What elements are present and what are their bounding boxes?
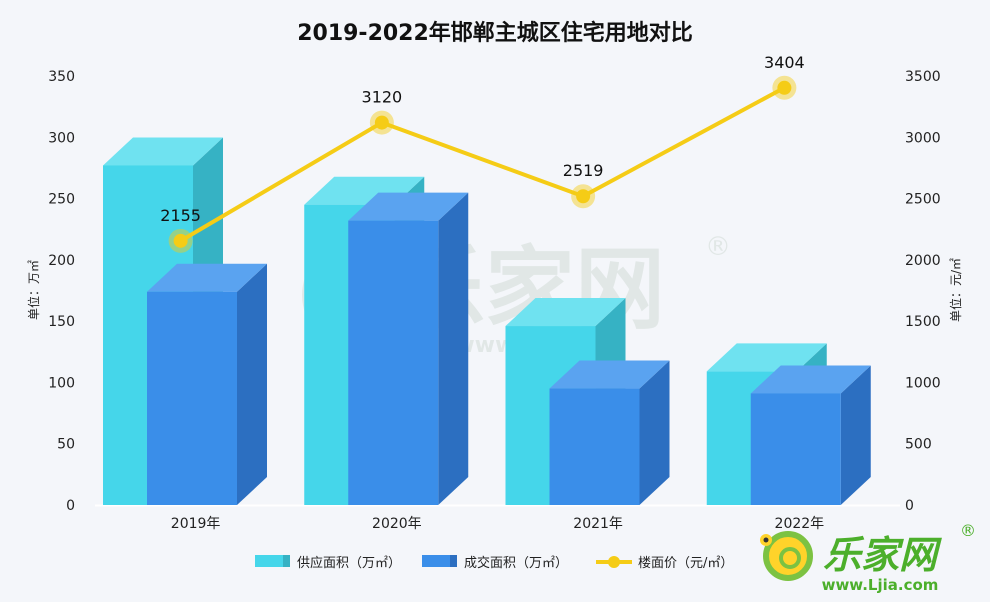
bar-deal — [750, 365, 871, 505]
y2-tick-label: 1000 — [905, 375, 941, 391]
axes: 0501001502002503003500500100015002000250… — [26, 69, 963, 514]
bar-top — [706, 343, 827, 372]
x-tick-label: 2020年 — [372, 516, 422, 532]
x-tick-label: 2019年 — [171, 516, 221, 532]
legend-item: 楼面价（元/㎡） — [596, 556, 733, 571]
legend-item: 供应面积（万㎡） — [255, 555, 401, 571]
legend-label: 楼面价（元/㎡） — [638, 556, 733, 571]
y-tick-label: 200 — [48, 253, 75, 269]
y-tick-label: 0 — [66, 498, 75, 514]
legend-swatch-side — [450, 555, 457, 567]
watermark-registered: ® — [705, 232, 731, 262]
y2-tick-label: 0 — [905, 498, 914, 514]
bar-side — [438, 192, 469, 506]
bar-top — [549, 360, 670, 389]
price-data-label: 2155 — [160, 206, 201, 225]
bar-deal — [348, 192, 469, 506]
x-tick-label: 2022年 — [775, 516, 825, 532]
price-data-label: 3404 — [764, 53, 805, 72]
legend-label: 成交面积（万㎡） — [464, 555, 568, 571]
legend-item: 成交面积（万㎡） — [422, 555, 568, 571]
y2-tick-label: 1500 — [905, 314, 941, 330]
price-point — [576, 189, 591, 204]
bar-deal — [147, 263, 267, 505]
price-point — [777, 80, 792, 95]
bar-top — [147, 263, 267, 292]
bar-front — [147, 291, 237, 505]
bar-top — [348, 192, 469, 221]
bar-front — [348, 220, 439, 506]
bar-front — [549, 388, 640, 505]
logo-corner: 乐家网 ® www.Ljia.com — [760, 521, 976, 594]
bar-deal — [549, 360, 670, 505]
bar-top — [505, 298, 626, 327]
price-data-label: 2519 — [563, 161, 604, 180]
y2-axis-label: 单位：元/㎡ — [948, 258, 963, 322]
bar-top — [103, 137, 223, 166]
y2-tick-label: 3000 — [905, 130, 941, 146]
y2-tick-label: 3500 — [905, 69, 941, 85]
price-data-label: 3120 — [362, 88, 403, 107]
chart-title: 2019-2022年邯郸主城区住宅用地对比 — [297, 20, 693, 46]
y-tick-label: 150 — [48, 314, 75, 330]
legend-label: 供应面积（万㎡） — [297, 555, 401, 571]
legend-swatch — [422, 555, 450, 567]
y2-tick-label: 500 — [905, 437, 932, 453]
bar-front — [750, 393, 841, 505]
y-tick-label: 100 — [48, 375, 75, 391]
y-tick-label: 300 — [48, 130, 75, 146]
legend-marker — [608, 556, 620, 568]
x-tick-label: 2021年 — [573, 516, 623, 532]
legend-swatch — [255, 555, 283, 567]
logo-corner-url: www.Ljia.com — [822, 576, 939, 594]
legend-swatch-side — [283, 555, 290, 567]
x-axis-labels: 2019年 2020年 2021年 2022年 — [171, 516, 824, 532]
y-tick-label: 350 — [48, 69, 75, 85]
price-point — [374, 115, 389, 130]
bar-top — [750, 365, 871, 394]
y2-tick-label: 2000 — [905, 253, 941, 269]
y-axis-label: 单位：万㎡ — [26, 260, 41, 320]
y-tick-label: 250 — [48, 192, 75, 208]
price-point — [173, 233, 188, 248]
bar-side — [237, 263, 267, 505]
y2-tick-label: 2500 — [905, 192, 941, 208]
y-tick-label: 50 — [57, 437, 75, 453]
bars — [103, 137, 871, 506]
price-line: 2155 3120 2519 3404 — [160, 53, 805, 253]
bar-side — [840, 365, 871, 505]
bar-side — [639, 360, 670, 505]
snail-shell-icon — [763, 531, 813, 581]
logo-corner-registered: ® — [960, 521, 976, 540]
price-polyline — [179, 86, 786, 243]
legend: 供应面积（万㎡） 成交面积（万㎡） 楼面价（元/㎡） — [255, 555, 733, 571]
logo-corner-text: 乐家网 — [823, 533, 942, 577]
